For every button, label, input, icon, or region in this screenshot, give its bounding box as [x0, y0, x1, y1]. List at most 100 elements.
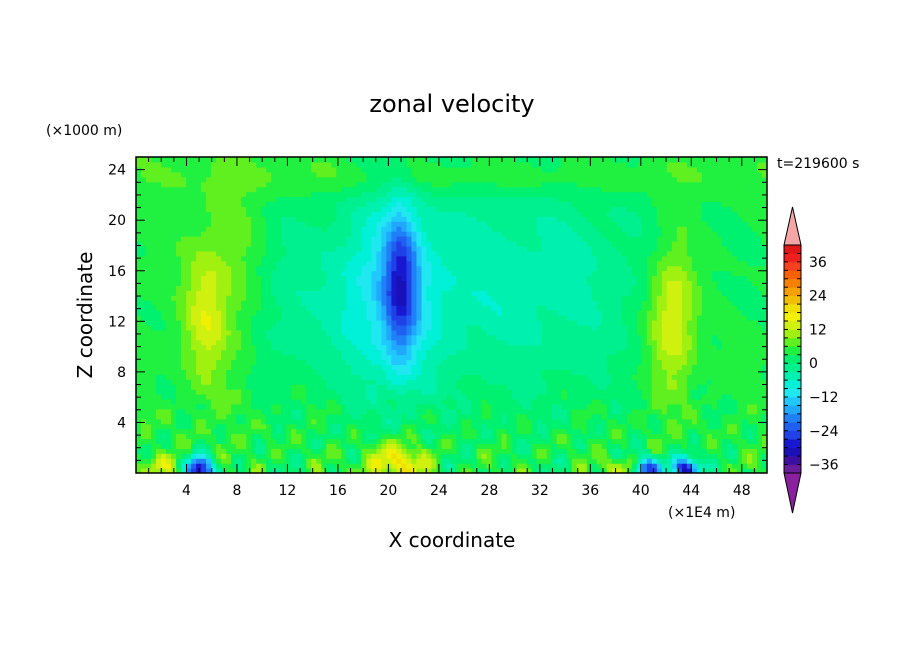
heatmap-cell [271, 428, 277, 435]
heatmap-cell [601, 394, 608, 400]
heatmap-cell [741, 344, 748, 351]
heatmap-cell [461, 290, 468, 296]
heatmap-cell [656, 423, 663, 430]
heatmap-cell [551, 398, 558, 405]
heatmap-cell [211, 418, 217, 425]
heatmap-cell [531, 394, 538, 400]
heatmap-cell [151, 408, 157, 415]
heatmap-cell [551, 379, 558, 385]
heatmap-cell [186, 463, 192, 469]
heatmap-cell [726, 374, 733, 380]
heatmap-cell [506, 418, 513, 425]
heatmap-cell [401, 403, 408, 410]
heatmap-cell [701, 379, 708, 385]
heatmap-cell [221, 374, 227, 380]
heatmap-cell [601, 389, 608, 395]
heatmap-cell [441, 463, 448, 469]
heatmap-cell [406, 324, 413, 331]
heatmap-cell [191, 369, 197, 375]
heatmap-cell [306, 349, 312, 356]
heatmap-cell [161, 315, 167, 321]
heatmap-cell [671, 453, 678, 459]
heatmap-cell [406, 369, 413, 375]
heatmap-cell [301, 418, 307, 425]
heatmap-cell [616, 324, 623, 331]
heatmap-cell [686, 295, 693, 301]
heatmap-cell [461, 334, 468, 341]
heatmap-cell [236, 324, 242, 331]
heatmap-cell [621, 324, 628, 331]
heatmap-cell [586, 413, 593, 420]
heatmap-cell [416, 453, 423, 459]
heatmap-cell [186, 305, 192, 311]
heatmap-cell [591, 398, 598, 405]
heatmap-cell [421, 394, 428, 400]
heatmap-cell [481, 413, 488, 420]
heatmap-cell [251, 290, 257, 296]
heatmap-cell [391, 463, 398, 469]
heatmap-cell [496, 394, 503, 400]
heatmap-cell [331, 364, 337, 370]
heatmap-cell [336, 334, 342, 341]
heatmap-cell [386, 448, 393, 454]
heatmap-cell [736, 310, 743, 316]
heatmap-cell [396, 384, 403, 390]
heatmap-cell [156, 423, 162, 430]
heatmap-cell [626, 463, 633, 469]
heatmap-cell [691, 438, 698, 444]
heatmap-cell [446, 389, 453, 395]
heatmap-cell [476, 438, 483, 444]
heatmap-cell [166, 344, 172, 351]
heatmap-cell [196, 310, 202, 316]
heatmap-cell [761, 305, 767, 311]
heatmap-cell [506, 369, 513, 375]
heatmap-cell [526, 290, 533, 296]
heatmap-cell [721, 468, 728, 473]
heatmap-cell [301, 285, 307, 291]
heatmap-cell [166, 379, 172, 385]
heatmap-cell [186, 379, 192, 385]
heatmap-cell [726, 280, 733, 286]
heatmap-cell [531, 295, 538, 301]
heatmap-cell [141, 413, 147, 420]
heatmap-cell [571, 428, 578, 435]
heatmap-cell [361, 453, 367, 459]
heatmap-cell [551, 300, 558, 306]
heatmap-cell [541, 468, 548, 473]
heatmap-cell [331, 324, 337, 331]
heatmap-cell [711, 315, 718, 321]
heatmap-cell [721, 359, 728, 365]
heatmap-cell [666, 428, 673, 435]
heatmap-cell [466, 305, 473, 311]
heatmap-cell [386, 329, 393, 336]
heatmap-cell [741, 443, 748, 449]
heatmap-cell [671, 364, 678, 370]
heatmap-cell [446, 315, 453, 321]
heatmap-cell [631, 300, 638, 306]
heatmap-cell [426, 389, 433, 395]
heatmap-cell [266, 369, 272, 375]
heatmap-cell [306, 438, 312, 444]
heatmap-cell [301, 315, 307, 321]
heatmap-cell [321, 468, 327, 473]
heatmap-cell [206, 364, 212, 370]
heatmap-cell [406, 354, 413, 361]
heatmap-cell [591, 389, 598, 395]
heatmap-cell [636, 423, 643, 430]
heatmap-cell [476, 423, 483, 430]
heatmap-cell [171, 463, 177, 469]
heatmap-cell [356, 285, 362, 291]
heatmap-cell [566, 280, 573, 286]
heatmap-cell [626, 389, 633, 395]
heatmap-cell [721, 413, 728, 420]
heatmap-cell [276, 319, 282, 326]
heatmap-cell [156, 319, 162, 326]
heatmap-cell [696, 359, 703, 365]
heatmap-cell [746, 319, 753, 326]
heatmap-cell [461, 389, 468, 395]
heatmap-cell [151, 398, 157, 405]
heatmap-cell [166, 433, 172, 440]
heatmap-cell [336, 285, 342, 291]
heatmap-cell [491, 310, 498, 316]
heatmap-cell [306, 310, 312, 316]
